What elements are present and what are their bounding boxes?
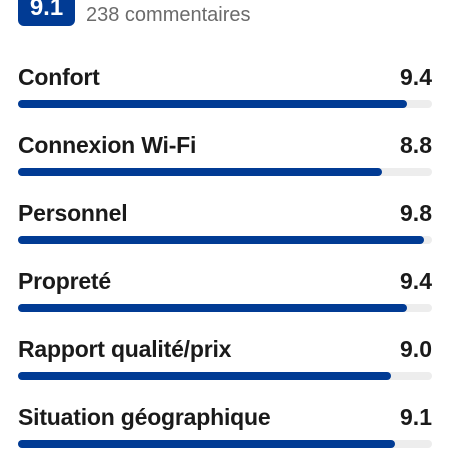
- page: 9.1 238 commentaires Confort 9.4 Connexion…: [18, 0, 432, 448]
- rating-row: Situation géographique 9.1: [18, 404, 432, 464]
- rating-name: Propreté: [18, 268, 111, 294]
- rating-row: Connexion Wi-Fi 8.8: [18, 132, 432, 192]
- rating-name: Situation géographique: [18, 404, 271, 430]
- rating-track: [18, 440, 432, 448]
- rating-bar: [18, 236, 424, 244]
- rating-score: 9.4: [400, 268, 432, 294]
- overall-score: 9.1: [18, 0, 75, 26]
- rating-bar: [18, 304, 408, 312]
- rating-bar: [18, 100, 408, 108]
- rating-score: 8.8: [400, 132, 432, 158]
- rating-bar: [18, 168, 383, 176]
- rating-name: Confort: [18, 64, 100, 90]
- rating-track: [18, 236, 432, 244]
- rating-row: Rapport qualité/prix 9.0: [18, 336, 432, 396]
- rating-score: 9.8: [400, 200, 432, 226]
- rating-track: [18, 168, 432, 176]
- rating-score: 9.4: [400, 64, 432, 90]
- rating-row: Personnel 9.8: [18, 200, 432, 260]
- rating-row: Propreté 9.4: [18, 268, 432, 328]
- rating-name: Connexion Wi-Fi: [18, 132, 197, 158]
- rating-track: [18, 304, 432, 312]
- rating-name: Personnel: [18, 200, 128, 226]
- review-count[interactable]: 238 commentaires: [86, 4, 251, 26]
- rating-row: Confort 9.4: [18, 64, 432, 124]
- rating-track: [18, 372, 432, 380]
- rating-bar: [18, 440, 395, 448]
- rating-bar: [18, 372, 391, 380]
- rating-score: 9.0: [400, 336, 432, 362]
- rating-track: [18, 100, 432, 108]
- rating-name: Rapport qualité/prix: [18, 336, 232, 362]
- rating-score: 9.1: [400, 404, 432, 430]
